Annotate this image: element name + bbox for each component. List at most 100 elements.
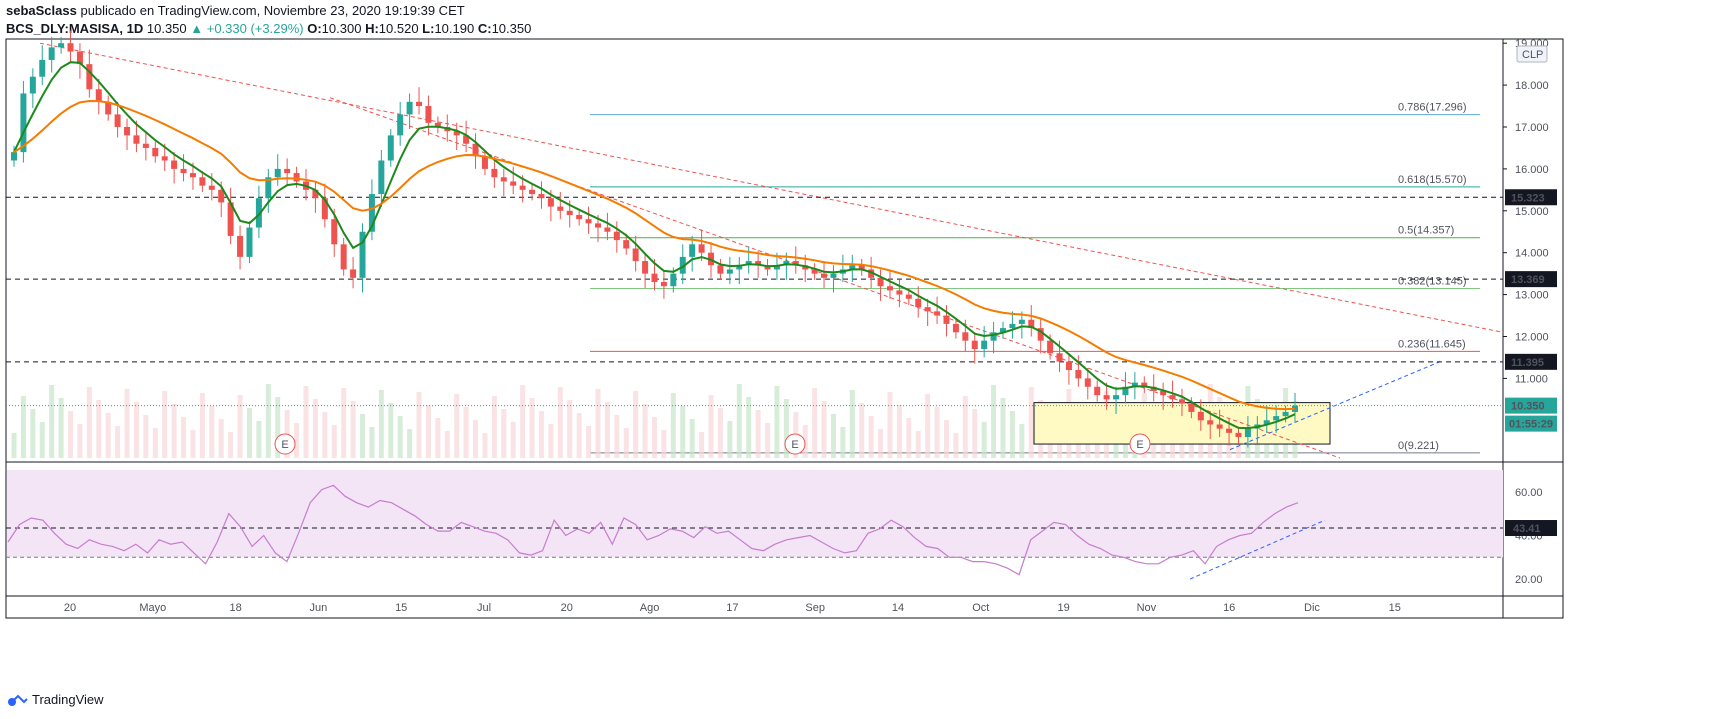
volume-bar	[11, 433, 17, 458]
time-tick-label: 16	[1223, 602, 1235, 614]
time-tick-label: Ago	[640, 602, 660, 614]
candle-body	[1160, 390, 1167, 396]
candle-body	[1018, 319, 1025, 324]
volume-bar	[953, 433, 959, 458]
close-value: 10.350	[491, 21, 532, 36]
rsi-tick-label: 20.00	[1515, 574, 1543, 586]
volume-bar	[1000, 398, 1006, 458]
candle-body	[868, 269, 875, 278]
candle-body	[783, 261, 790, 266]
brand-name[interactable]: TradingView	[32, 692, 104, 707]
ema-fast-line	[13, 61, 1296, 430]
candle-body	[1226, 428, 1233, 433]
candle-body	[1009, 323, 1016, 329]
currency-badge-label: CLP	[1522, 49, 1543, 61]
candle-body	[1273, 416, 1280, 421]
candle-body	[547, 198, 554, 207]
volume-bar	[322, 412, 328, 458]
volume-bar	[859, 403, 865, 458]
volume-bar	[444, 431, 450, 458]
candle-body	[1169, 395, 1176, 400]
candle-body	[1178, 399, 1185, 404]
candle-body	[623, 240, 630, 249]
candle-body	[453, 131, 460, 136]
volume-bar	[350, 401, 356, 458]
candle-body	[1244, 428, 1251, 438]
candle-body	[340, 244, 347, 270]
last-price-badge	[1505, 397, 1557, 414]
candle-body	[1197, 411, 1204, 421]
candle-body	[698, 244, 705, 253]
candle-body	[1000, 328, 1007, 333]
volume-bar	[680, 406, 686, 458]
time-tick-label: 20	[64, 602, 76, 614]
candle-body	[952, 323, 959, 333]
candle-body	[566, 210, 573, 215]
author-name: sebaSclass	[6, 3, 77, 18]
candle-body	[670, 273, 677, 287]
rsi-trendline	[1189, 519, 1326, 580]
volume-bar	[501, 409, 507, 458]
candle-body	[1028, 319, 1035, 329]
candle-body	[642, 261, 649, 274]
volume-bar	[1019, 424, 1025, 458]
symbol-name[interactable]: BCS_DLY:MASISA, 1D	[6, 21, 144, 36]
candle-body	[76, 51, 83, 65]
candle-body	[406, 101, 413, 115]
time-tick-label: Jun	[310, 602, 328, 614]
candle-body	[1263, 420, 1270, 425]
volume-bar	[670, 393, 676, 458]
low-value: 10.190	[434, 21, 475, 36]
chart-frame	[5, 38, 1564, 619]
candle-body	[481, 156, 488, 169]
volume-bar	[652, 417, 657, 458]
candle-body	[218, 189, 225, 203]
volume-bar	[849, 390, 855, 458]
candle-body	[463, 135, 470, 144]
candle-body	[1037, 328, 1044, 341]
volume-bar	[68, 411, 74, 458]
candle-body	[171, 160, 178, 169]
earnings-marker-label: E	[791, 439, 798, 451]
candle-body	[133, 135, 140, 144]
volume-bar	[303, 386, 309, 458]
candle-body	[189, 173, 196, 178]
candle-body	[58, 43, 65, 48]
volume-bar	[190, 430, 196, 458]
volume-bar	[237, 395, 243, 458]
candle-body	[849, 265, 856, 270]
candle-body	[20, 93, 27, 153]
candle-body	[11, 152, 17, 161]
rsi-line	[7, 484, 1299, 576]
candle-body	[265, 177, 272, 199]
time-tick-label: Dic	[1304, 602, 1320, 614]
level-price-badge	[1505, 189, 1557, 206]
volume-bar	[520, 385, 526, 458]
candle-body	[811, 269, 818, 274]
volume-bar	[661, 430, 667, 458]
volume-bar	[717, 408, 723, 458]
volume-bar	[397, 416, 403, 458]
candle-body	[802, 265, 809, 270]
volume-bar	[887, 392, 893, 458]
candle-body	[1113, 395, 1120, 400]
time-tick-label: 15	[1389, 602, 1401, 614]
candle-body	[651, 273, 658, 283]
candle-body	[510, 181, 517, 186]
candle-body	[660, 282, 667, 287]
volume-bar	[812, 388, 818, 458]
time-tick-label: Sep	[805, 602, 825, 614]
candle-body	[95, 89, 102, 102]
volume-bar	[454, 394, 460, 458]
volume-bar	[774, 386, 780, 458]
candle-body	[1047, 340, 1054, 354]
volume-bar	[1170, 432, 1176, 458]
time-tick-label: 19	[1057, 602, 1069, 614]
volume-bar	[878, 429, 884, 458]
candle-body	[397, 114, 404, 136]
candle-body	[368, 194, 375, 232]
candle-body	[350, 269, 357, 278]
candle-body	[764, 265, 771, 270]
volume-bar	[972, 409, 978, 458]
